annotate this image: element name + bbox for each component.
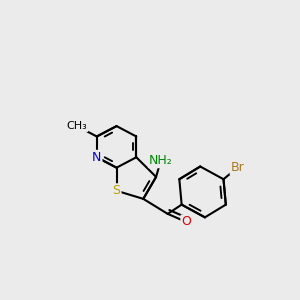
- Text: N: N: [92, 151, 101, 164]
- Text: Br: Br: [231, 161, 244, 174]
- Text: CH₃: CH₃: [67, 121, 87, 131]
- Text: S: S: [112, 184, 121, 197]
- Text: O: O: [182, 215, 191, 229]
- Text: NH₂: NH₂: [149, 154, 172, 167]
